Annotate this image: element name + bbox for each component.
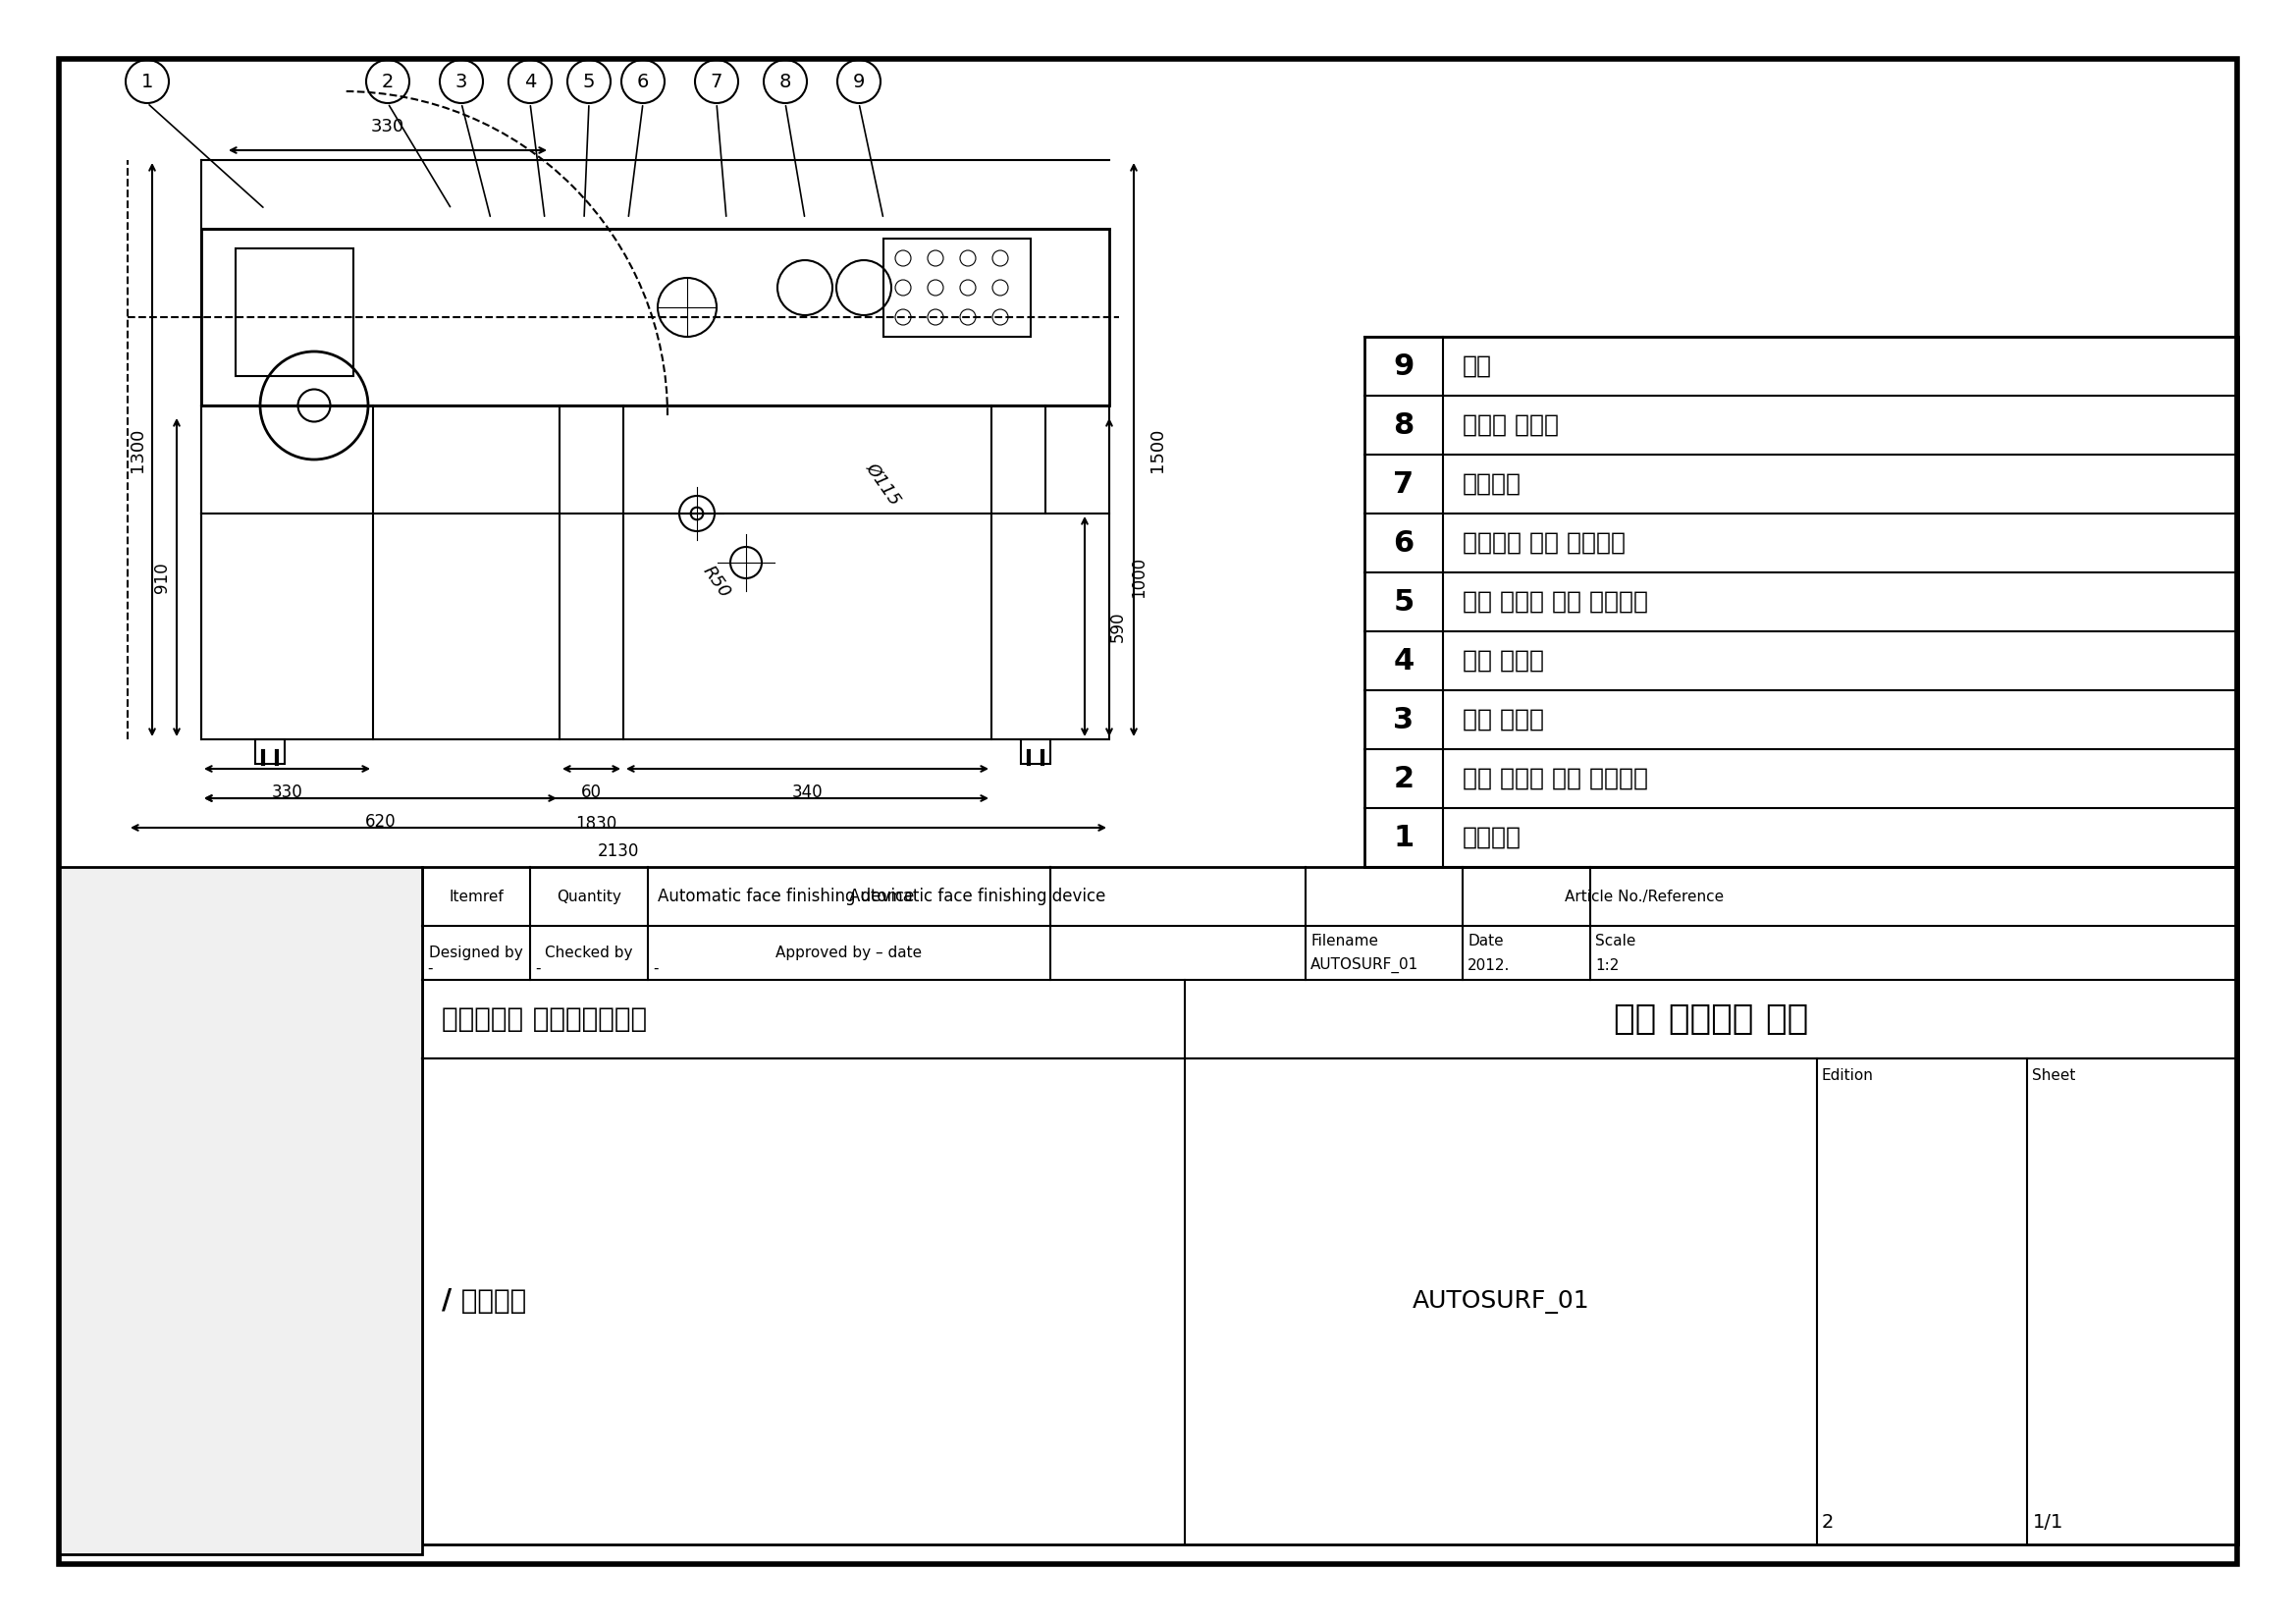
Text: -: - — [652, 961, 659, 975]
Text: 8: 8 — [1394, 411, 1414, 440]
Text: -: - — [535, 961, 540, 975]
Bar — [60, 867, 422, 1555]
Text: 강릉원주대 학교산학협력단: 강릉원주대 학교산학협력단 — [441, 1005, 647, 1032]
Text: Scale: Scale — [1596, 933, 1635, 948]
Text: 2: 2 — [1821, 1514, 1835, 1532]
Text: Itemref: Itemref — [448, 889, 503, 904]
Text: 1830: 1830 — [574, 815, 618, 833]
Text: 소재: 소재 — [1463, 354, 1492, 378]
Text: 측면 브러시 전후 이송핸들: 측면 브러시 전후 이송핸들 — [1463, 591, 1649, 613]
Text: 3: 3 — [455, 71, 468, 91]
Bar — [884, 239, 1031, 338]
Text: 3: 3 — [1394, 706, 1414, 734]
Text: Article No./Reference: Article No./Reference — [1564, 889, 1724, 904]
Text: 4: 4 — [523, 71, 537, 91]
Text: 7: 7 — [1394, 469, 1414, 498]
Text: 6: 6 — [1394, 529, 1414, 557]
Text: R50: R50 — [700, 563, 735, 602]
Text: 2: 2 — [1394, 764, 1414, 794]
Bar — [255, 740, 285, 764]
Text: 1:2: 1:2 — [1596, 958, 1619, 972]
Text: 1300: 1300 — [129, 427, 147, 472]
Text: 330: 330 — [372, 118, 404, 135]
Bar — [202, 406, 1109, 740]
Text: 1/1: 1/1 — [2032, 1514, 2064, 1532]
Text: 9: 9 — [852, 71, 866, 91]
Text: 2130: 2130 — [597, 842, 638, 860]
Text: 8: 8 — [778, 71, 792, 91]
Text: Filename: Filename — [1311, 933, 1378, 948]
Text: Designed by: Designed by — [429, 946, 523, 961]
Text: 측면 브러시: 측면 브러시 — [1463, 649, 1545, 672]
Text: 1000: 1000 — [1130, 557, 1148, 597]
Text: Automatic face finishing device: Automatic face finishing device — [850, 888, 1107, 906]
Text: 590: 590 — [1109, 610, 1127, 641]
Text: 상면 브러시: 상면 브러시 — [1463, 708, 1545, 732]
Text: Ø115: Ø115 — [863, 459, 905, 508]
Text: 콘트롤 시스템: 콘트롤 시스템 — [1463, 414, 1559, 437]
Text: 620: 620 — [365, 813, 397, 831]
Text: 5: 5 — [1394, 588, 1414, 617]
Text: 330: 330 — [271, 784, 303, 802]
Text: 1: 1 — [140, 71, 154, 91]
Text: Checked by: Checked by — [544, 946, 634, 961]
Text: Quantity: Quantity — [556, 889, 622, 904]
Text: 9: 9 — [1394, 352, 1414, 380]
Text: AUTOSURF_01: AUTOSURF_01 — [1412, 1290, 1589, 1313]
Text: 60: 60 — [581, 784, 602, 802]
Bar — [1022, 740, 1049, 764]
Text: 자동 표면처리 장치: 자동 표면처리 장치 — [1614, 1003, 1809, 1035]
Text: 집진호스: 집진호스 — [1463, 826, 1522, 849]
Text: Date: Date — [1467, 933, 1504, 948]
Text: Edition: Edition — [1821, 1068, 1874, 1084]
Text: 1: 1 — [1394, 823, 1414, 852]
Text: 압인롤러: 압인롤러 — [1463, 472, 1522, 497]
Text: 상면 브러시 상하 이송핸들: 상면 브러시 상하 이송핸들 — [1463, 766, 1649, 790]
Text: 6: 6 — [636, 71, 650, 91]
Bar — [202, 229, 1109, 406]
Text: 2: 2 — [381, 71, 395, 91]
Bar — [236, 248, 354, 377]
Text: 340: 340 — [792, 784, 822, 802]
Text: 4: 4 — [1394, 646, 1414, 675]
Text: 7: 7 — [709, 71, 723, 91]
Text: 압인롤러 상하 이송핸들: 압인롤러 상하 이송핸들 — [1463, 531, 1626, 555]
Bar — [422, 867, 2239, 1545]
Text: Approved by – date: Approved by – date — [776, 946, 923, 961]
Bar — [1364, 338, 2239, 867]
Text: 2012.: 2012. — [1467, 958, 1511, 972]
Text: Automatic face finishing device: Automatic face finishing device — [657, 888, 914, 906]
Text: AUTOSURF_01: AUTOSURF_01 — [1311, 958, 1419, 974]
Text: 1500: 1500 — [1148, 427, 1166, 472]
Text: Sheet: Sheet — [2032, 1068, 2076, 1084]
Text: 910: 910 — [154, 562, 170, 592]
Text: 5: 5 — [583, 71, 595, 91]
Text: -: - — [427, 961, 432, 975]
Text: / 빌츠그린: / 빌츠그린 — [441, 1287, 526, 1315]
